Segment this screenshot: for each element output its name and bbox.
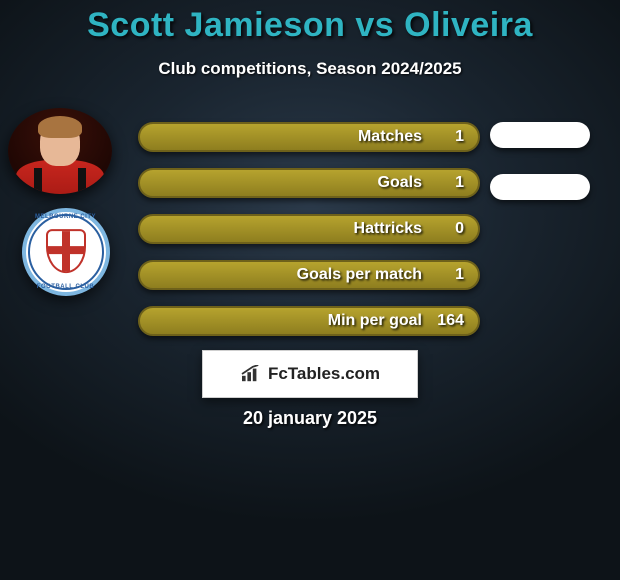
stat-label: Matches [358, 128, 422, 146]
stat-value: 1 [455, 128, 464, 146]
stat-value: 1 [455, 266, 464, 284]
stat-label: Min per goal [328, 312, 422, 330]
stat-value: 164 [437, 312, 464, 330]
badge-text-bottom: FOOTBALL CLUB [22, 284, 110, 290]
page-title: Scott Jamieson vs Oliveira [0, 0, 620, 45]
opponent-blank-pill [490, 174, 590, 200]
stat-label: Goals per match [297, 266, 422, 284]
bar-chart-icon [240, 365, 262, 383]
stat-label: Hattricks [354, 220, 422, 238]
opponent-blank-pill [490, 122, 590, 148]
player-photo [8, 108, 112, 194]
player-hair [38, 116, 82, 138]
content: Scott Jamieson vs Oliveira Club competit… [0, 0, 620, 580]
stat-bar: Goals 1 [138, 168, 480, 198]
club-badge: MELBOURNE CITY FOOTBALL CLUB [22, 208, 110, 296]
badge-text-top: MELBOURNE CITY [22, 214, 110, 220]
stat-bars: Matches 1 Goals 1 Hattricks 0 Goals per match 1… [138, 122, 480, 352]
stat-bar: Matches 1 [138, 122, 480, 152]
brand-text: FcTables.com [268, 364, 380, 384]
stat-bar: Min per goal 164 [138, 306, 480, 336]
stat-bar: Goals per match 1 [138, 260, 480, 290]
stat-value: 1 [455, 174, 464, 192]
brand-box[interactable]: FcTables.com [202, 350, 418, 398]
date-label: 20 january 2025 [0, 408, 620, 429]
opponent-blank-pills [490, 122, 600, 226]
stat-bar: Hattricks 0 [138, 214, 480, 244]
stat-value: 0 [455, 220, 464, 238]
subtitle: Club competitions, Season 2024/2025 [0, 59, 620, 79]
avatars-column: MELBOURNE CITY FOOTBALL CLUB [8, 108, 123, 296]
badge-cross-horizontal [48, 246, 84, 254]
stat-label: Goals [378, 174, 422, 192]
